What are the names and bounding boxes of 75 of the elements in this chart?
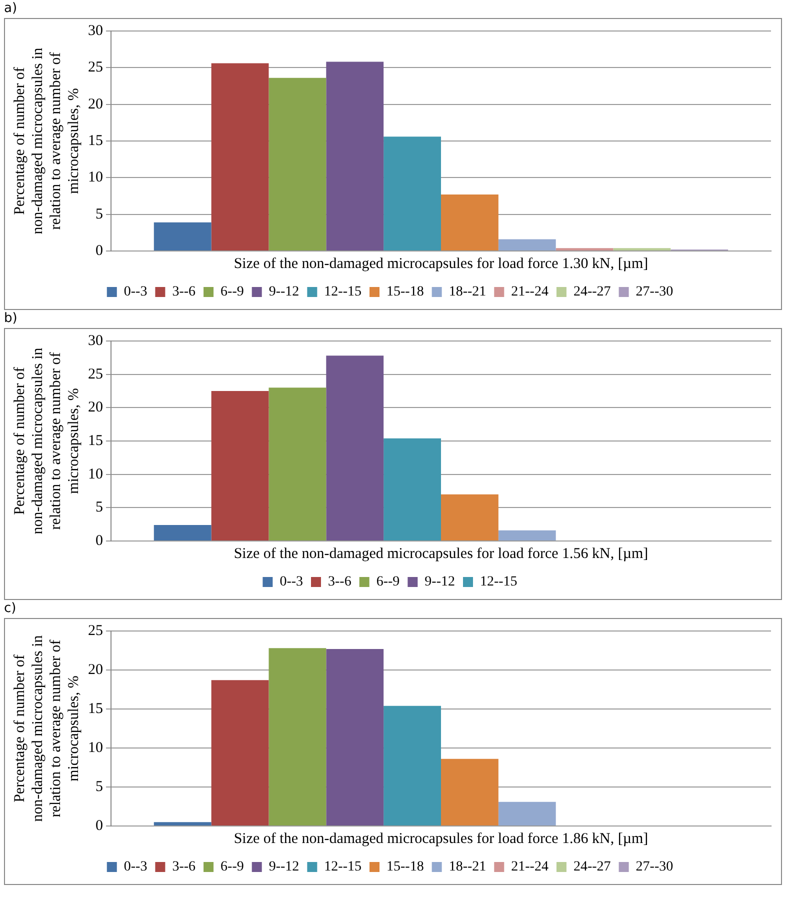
legend-label: 18--21 [448, 860, 486, 875]
y-tick-label: 20 [88, 400, 103, 416]
legend-label: 21--24 [511, 284, 548, 300]
bar [326, 62, 384, 250]
bar [211, 680, 269, 826]
legend-label: 0--3 [124, 284, 148, 300]
y-tick-label: 30 [88, 332, 103, 349]
bar [268, 78, 326, 250]
y-tick-label: 20 [88, 96, 103, 112]
y-tick-label: 25 [88, 60, 103, 76]
bar [326, 648, 384, 826]
chart-title: c) [4, 600, 18, 618]
legend-label: 24--27 [573, 284, 611, 300]
legend-label: 9--12 [424, 574, 455, 590]
y-tick-label: 0 [96, 242, 103, 259]
bar [211, 63, 269, 250]
y-tick-label: 10 [88, 170, 103, 186]
bar [498, 530, 556, 540]
chart-title: a) [4, 0, 18, 18]
legend-label: 9--12 [268, 284, 300, 300]
bar [498, 802, 556, 826]
legend-label: 27--30 [636, 860, 674, 875]
bar [441, 194, 498, 250]
bar [384, 438, 441, 540]
legend-label: 21--24 [511, 860, 548, 875]
y-tick-label: 20 [88, 662, 103, 678]
legend-label: 0--3 [280, 574, 304, 590]
y-tick-label: 0 [96, 532, 103, 549]
y-tick-label: 25 [88, 622, 103, 639]
bar [384, 136, 441, 250]
y-axis-title: Percentage of number of non-damaged microcapsules in relation to average number of microcapsules, % [12, 347, 82, 534]
chart-title: b) [4, 310, 18, 328]
y-tick-label: 15 [88, 700, 103, 717]
legend-label: 9--12 [268, 860, 300, 875]
legend-label: 18--21 [448, 284, 486, 300]
y-axis-title: Percentage of number of non-damaged microcapsules in relation to average number of microcapsules, % [12, 634, 82, 822]
y-tick-label: 5 [96, 778, 103, 795]
legend-label: 12--15 [480, 574, 518, 590]
legend-label: 15--18 [386, 860, 424, 875]
x-axis-title: Size of the non-damaged microcapsules for load force 1.86 kN, [µm] [234, 830, 648, 847]
y-tick-label: 5 [96, 500, 103, 516]
x-axis-title: Size of the non-damaged microcapsules for load force 1.30 kN, [µm] [234, 256, 648, 272]
bar [268, 648, 326, 826]
bar [498, 239, 556, 250]
y-tick-label: 10 [88, 466, 103, 482]
bar [268, 388, 326, 540]
legend-label: 0--3 [124, 860, 148, 875]
bar [154, 222, 212, 250]
bar [384, 706, 441, 826]
bar [211, 391, 269, 540]
bar [154, 525, 212, 540]
legend-label: 24--27 [573, 860, 611, 875]
bar [154, 822, 212, 826]
legend-label: 27--30 [636, 284, 674, 300]
legend-label: 12--15 [324, 284, 362, 300]
x-axis-title: Size of the non-damaged microcapsules for load force 1.56 kN, [µm] [234, 546, 648, 562]
bar [441, 494, 498, 540]
y-tick-label: 30 [88, 22, 103, 39]
legend-label: 15--18 [386, 284, 424, 300]
legend-label: 6--9 [220, 860, 244, 875]
y-tick-label: 25 [88, 366, 103, 382]
legend-label: 3--6 [172, 860, 196, 875]
y-tick-label: 10 [88, 740, 103, 756]
y-tick-label: 15 [88, 132, 103, 149]
legend-label: 3--6 [328, 574, 352, 590]
bar [326, 356, 384, 540]
legend-label: 6--9 [220, 284, 244, 300]
legend-label: 3--6 [172, 284, 196, 300]
y-axis-title: Percentage of number of non-damaged microcapsules in relation to average number of microcapsules, % [12, 47, 82, 234]
y-tick-label: 5 [96, 206, 103, 222]
bar [441, 758, 498, 826]
legend-label: 12--15 [324, 860, 362, 875]
y-tick-label: 15 [88, 432, 103, 449]
y-tick-label: 0 [96, 818, 103, 834]
legend-label: 6--9 [376, 574, 400, 590]
